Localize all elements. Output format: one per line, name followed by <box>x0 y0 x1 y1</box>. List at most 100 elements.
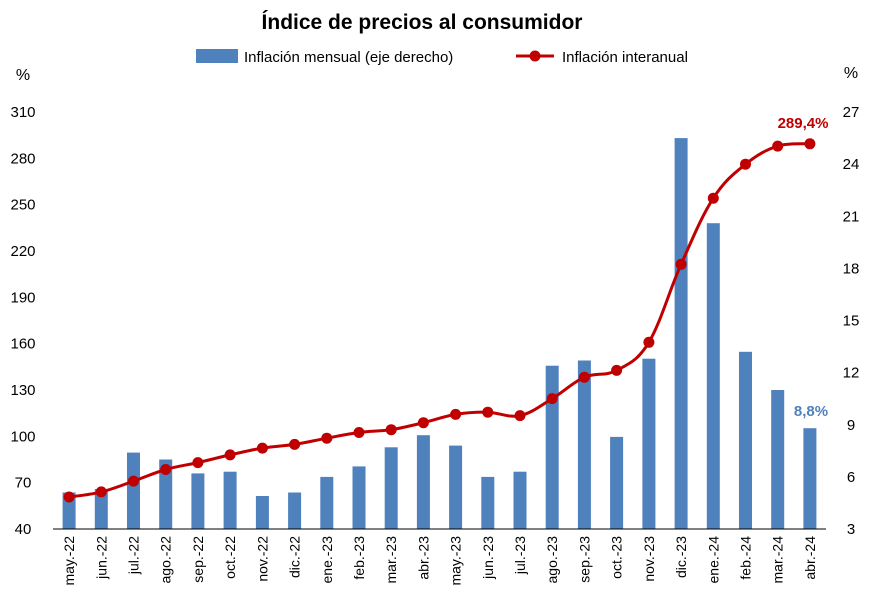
bar-17 <box>610 436 624 529</box>
bar-20 <box>706 223 720 529</box>
line-point-19 <box>675 258 687 270</box>
x-tick-label: dic.-22 <box>287 536 303 578</box>
bar-16 <box>577 360 591 529</box>
x-tick-label: nov.-22 <box>254 536 270 582</box>
left-axis-ticks: 40 70 100 130 160 190 220 250 280 310 <box>10 104 35 538</box>
x-tick-label: feb.-23 <box>351 536 367 580</box>
annotation-mensual: 8,8% <box>794 403 828 420</box>
right-axis-unit: % <box>844 65 858 82</box>
line-point-11 <box>417 417 429 429</box>
bar-14 <box>513 471 527 529</box>
x-tick-label: oct.-23 <box>609 536 625 579</box>
left-tick-label: 190 <box>10 289 35 306</box>
x-tick-label: oct.-22 <box>222 536 238 579</box>
line-point-8 <box>321 432 333 444</box>
x-tick-label: mar.-23 <box>383 536 399 584</box>
line-point-1 <box>95 486 107 498</box>
line-point-17 <box>611 364 623 376</box>
left-tick-label: 130 <box>10 382 35 399</box>
line-point-4 <box>192 457 204 469</box>
line-point-22 <box>772 140 784 152</box>
line-point-5 <box>224 449 236 461</box>
x-tick-label: jun.-23 <box>480 536 496 580</box>
x-tick-label: sep.-22 <box>190 536 206 583</box>
bar-18 <box>642 358 656 529</box>
bar-7 <box>288 492 302 529</box>
left-tick-label: 220 <box>10 243 35 260</box>
bar-2 <box>127 452 140 529</box>
legend-bar-label: Inflación mensual (eje derecho) <box>244 49 453 66</box>
bar-4 <box>191 473 205 529</box>
line-point-0 <box>63 491 75 503</box>
x-tick-label: may.-22 <box>61 536 77 586</box>
right-tick-label: 24 <box>843 156 860 173</box>
left-tick-label: 280 <box>10 150 35 167</box>
left-axis-unit: % <box>16 67 30 84</box>
left-tick-label: 40 <box>15 521 32 538</box>
x-tick-label: nov.-23 <box>641 536 657 582</box>
bar-series <box>62 138 817 529</box>
bar-1 <box>94 489 108 529</box>
bar-21 <box>739 351 752 529</box>
bar-10 <box>384 447 398 529</box>
line-point-13 <box>482 406 494 418</box>
bar-19 <box>674 138 688 529</box>
line-point-12 <box>450 408 462 420</box>
line-point-6 <box>256 442 268 454</box>
line-point-14 <box>514 410 526 422</box>
x-tick-label: sep.-23 <box>576 536 592 583</box>
bar-22 <box>771 390 785 529</box>
right-tick-label: 6 <box>847 469 855 486</box>
line-point-23 <box>804 138 816 150</box>
right-tick-label: 18 <box>843 260 860 277</box>
x-axis-ticks: may.-22 jun.-22 jul.-22 ago.-22 sep.-22 oct.-… <box>61 536 818 586</box>
x-tick-label: dic.-23 <box>673 536 689 578</box>
left-tick-label: 160 <box>10 336 35 353</box>
x-tick-label: jul.-23 <box>512 536 528 575</box>
right-tick-label: 9 <box>847 417 855 434</box>
chart-title: Índice de precios al consumidor <box>262 11 583 34</box>
x-tick-label: mar.-24 <box>770 536 786 584</box>
x-tick-label: feb.-24 <box>738 536 754 580</box>
x-tick-label: ago.-23 <box>544 536 560 584</box>
bar-3 <box>159 459 173 529</box>
right-tick-label: 3 <box>847 521 855 538</box>
bar-6 <box>255 496 269 529</box>
right-tick-label: 27 <box>843 104 860 121</box>
left-tick-label: 310 <box>10 104 35 121</box>
legend: Inflación mensual (eje derecho) Inflació… <box>196 49 688 66</box>
right-axis-ticks: 3 6 9 12 15 18 21 24 27 <box>843 104 860 538</box>
x-tick-label: abr.-24 <box>802 536 818 580</box>
line-point-9 <box>353 427 365 438</box>
x-tick-label: abr.-23 <box>415 536 431 580</box>
x-tick-label: ene.-23 <box>319 536 335 584</box>
x-tick-label: ene.-24 <box>705 536 721 584</box>
x-tick-label: ago.-22 <box>158 536 174 584</box>
legend-line-label: Inflación interanual <box>562 49 688 66</box>
right-tick-label: 21 <box>843 208 860 225</box>
bar-11 <box>416 435 430 529</box>
x-tick-label: jun.-22 <box>93 536 109 580</box>
bar-5 <box>223 471 237 529</box>
bar-13 <box>481 476 495 529</box>
line-point-16 <box>578 371 590 383</box>
line-point-18 <box>643 336 655 348</box>
right-tick-label: 12 <box>843 365 860 382</box>
bar-9 <box>352 466 366 529</box>
bar-15 <box>545 365 559 529</box>
bar-0 <box>62 492 76 529</box>
line-point-21 <box>740 158 751 170</box>
line-point-3 <box>160 464 172 475</box>
bar-8 <box>320 476 334 529</box>
interanual-line <box>68 142 811 499</box>
annotation-interanual: 289,4% <box>778 115 829 132</box>
left-tick-label: 70 <box>15 475 32 492</box>
right-tick-label: 15 <box>843 313 860 330</box>
left-tick-label: 100 <box>10 428 35 445</box>
legend-line-marker <box>529 50 541 62</box>
x-tick-label: may.-23 <box>448 536 464 586</box>
line-point-15 <box>546 393 558 405</box>
line-point-2 <box>128 475 139 487</box>
